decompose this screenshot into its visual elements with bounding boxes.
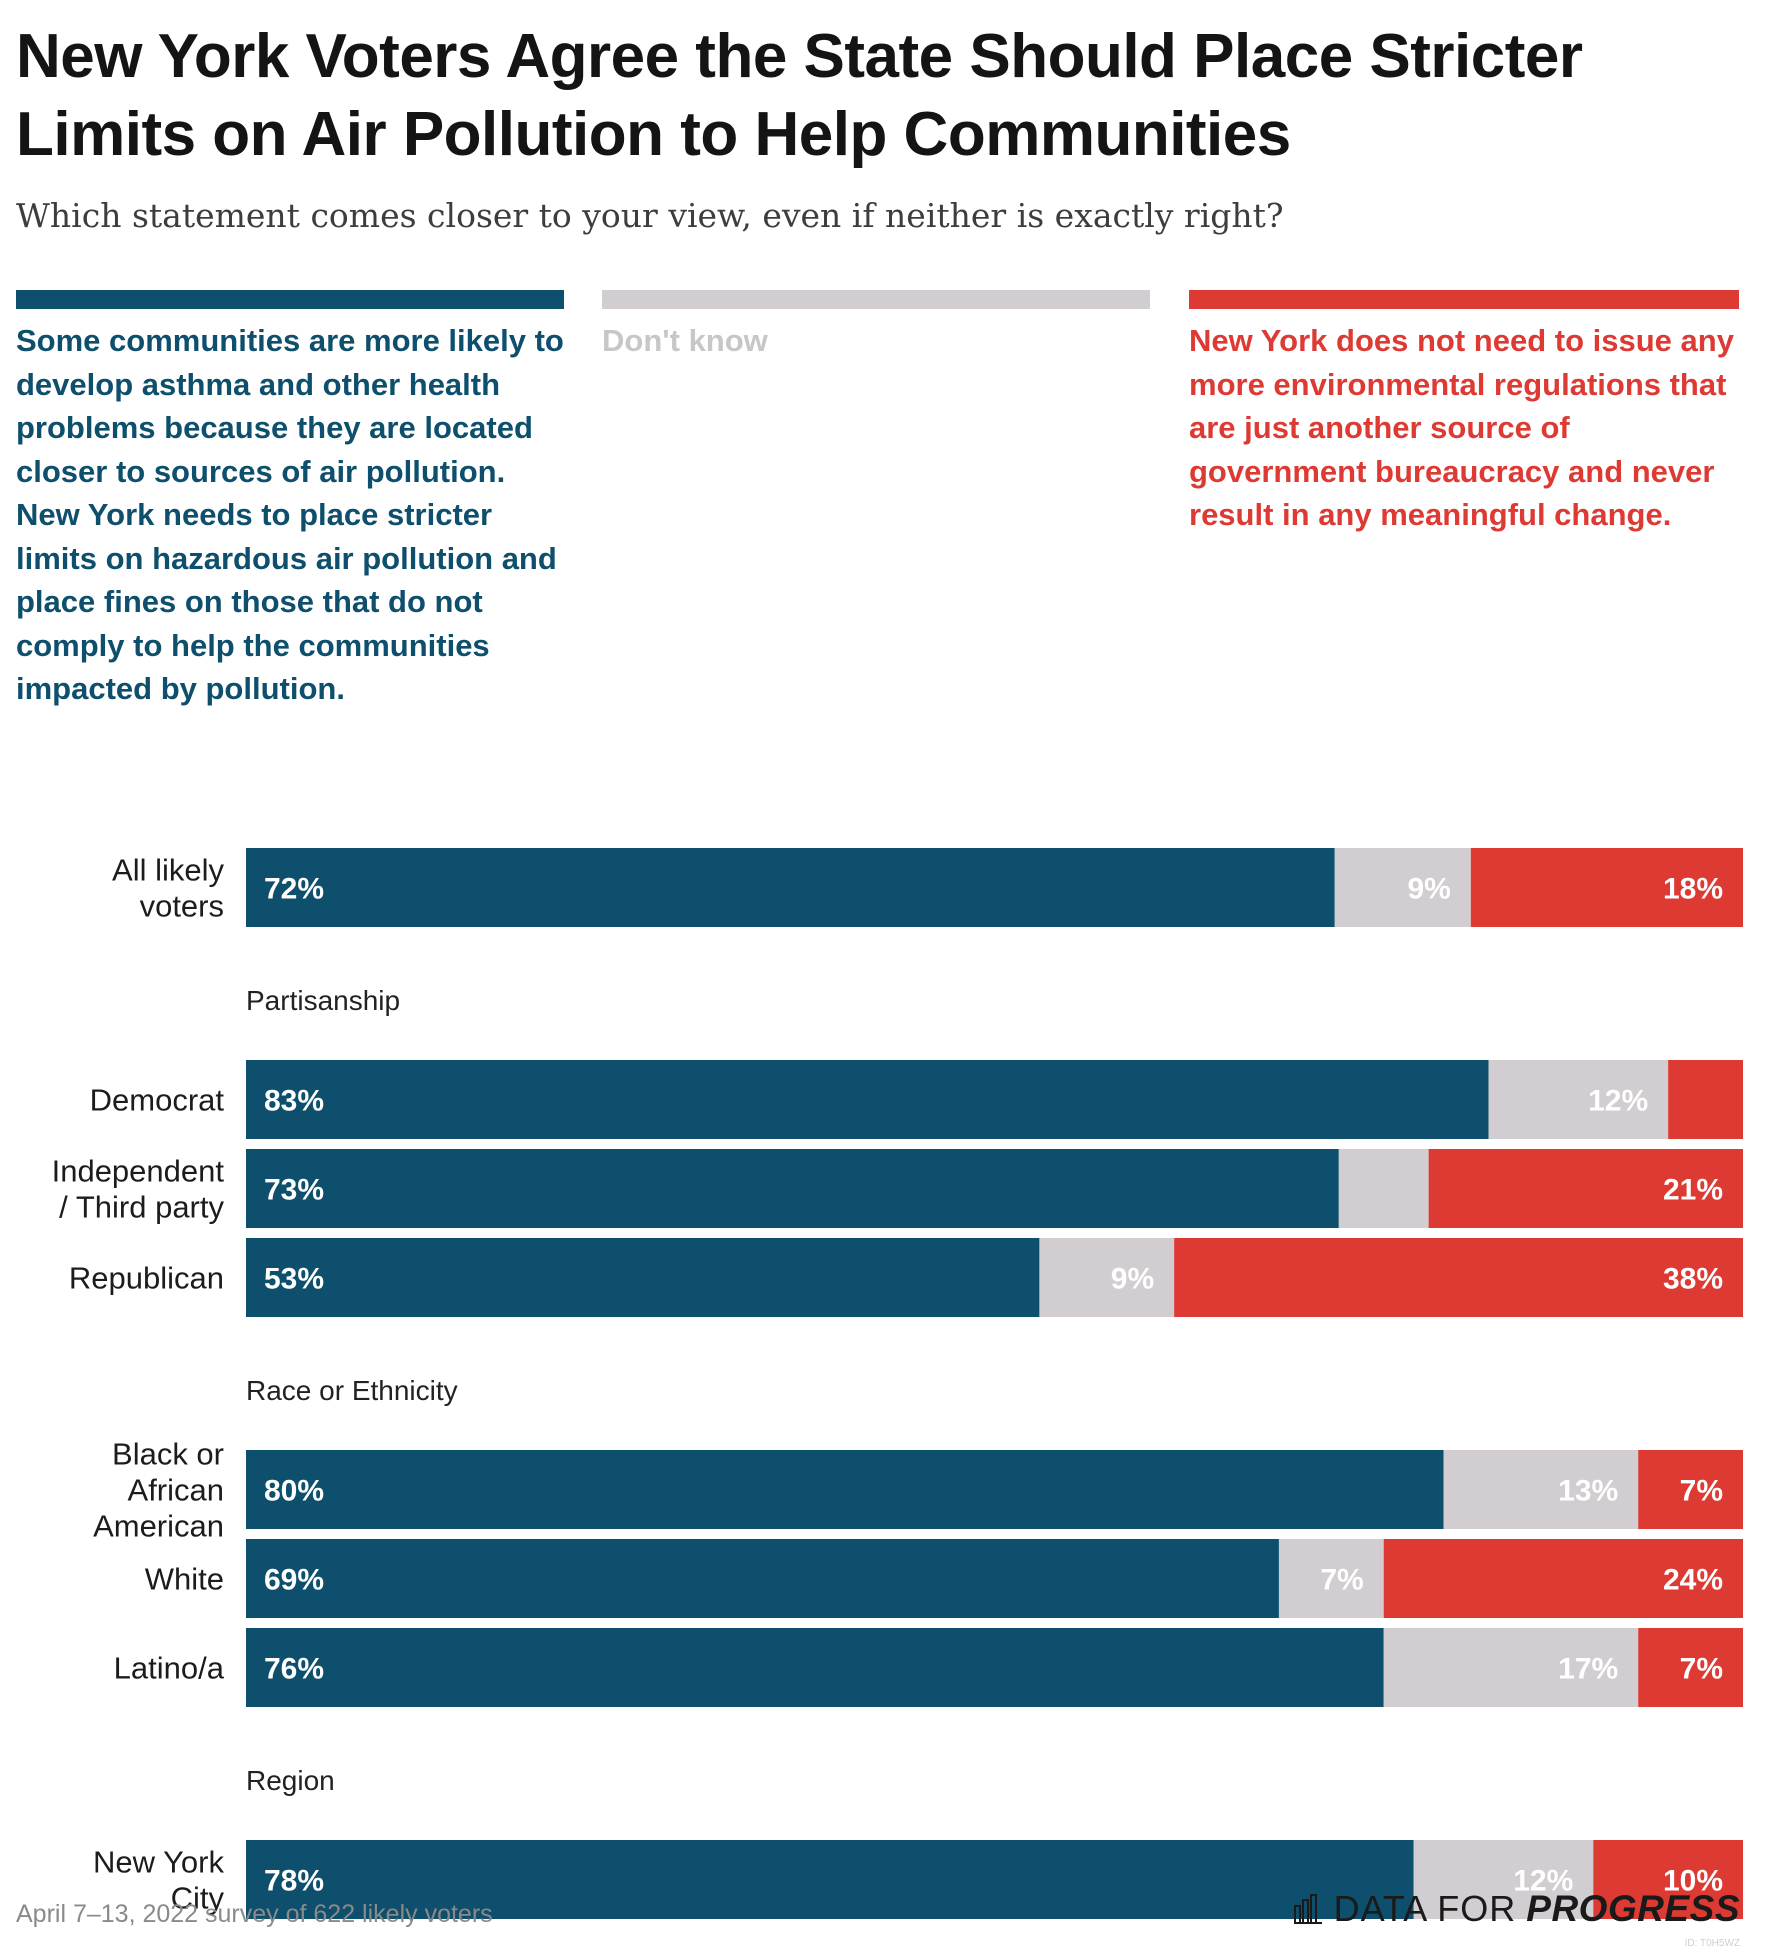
legend-oppose-swatch [1189, 290, 1739, 309]
bar-segment-dont-know [1443, 1450, 1639, 1529]
data-label: 69% [264, 1564, 324, 1597]
bar-segment-oppose [1174, 1238, 1743, 1317]
group-label: Partisanship [246, 985, 400, 1016]
bar-segment-dont-know [1413, 1840, 1594, 1919]
chart-title: New York Voters Agree the State Should P… [16, 22, 1583, 169]
row-label: White [145, 1562, 224, 1597]
bar-segment-support [246, 1060, 1489, 1139]
row-label: Democrat [90, 1083, 225, 1118]
bar-segment-oppose [1470, 848, 1743, 927]
bar-segment-dont-know [1383, 1628, 1639, 1707]
bar-segment-support [246, 1149, 1339, 1228]
data-label: 76% [264, 1653, 324, 1686]
bar-chart-icon [1293, 1894, 1324, 1924]
bar-segment-oppose [1638, 1450, 1743, 1529]
bar-segment-dont-know [1039, 1238, 1175, 1317]
bar-segment-dont-know [1488, 1060, 1669, 1139]
legend-dont-know-label: Don't know [602, 323, 768, 358]
bar-segment-oppose [1428, 1149, 1743, 1228]
row-label: African [128, 1473, 224, 1508]
data-label: 21% [1663, 1174, 1723, 1207]
data-label: 18% [1663, 873, 1723, 906]
data-label: 73% [264, 1174, 324, 1207]
row-label: All likely [112, 853, 224, 888]
legend-support: Some communities are more likely to deve… [16, 290, 564, 711]
x-tick-label: 50% [967, 1955, 1021, 1958]
data-label: 78% [264, 1865, 324, 1898]
legend-oppose: New York does not need to issue any more… [1189, 290, 1739, 537]
brand-word-progress: PROGRESS [1526, 1888, 1740, 1929]
chart-id: ID: T0H5WZ [1684, 1938, 1740, 1949]
data-label: 38% [1663, 1263, 1723, 1296]
row-label: City [171, 1881, 225, 1916]
bar-segment-oppose [1383, 1539, 1743, 1618]
data-label: 12% [1513, 1865, 1573, 1898]
data-label: 24% [1663, 1564, 1723, 1597]
bar-segment-support [246, 1628, 1384, 1707]
footnote: April 7–13, 2022 survey of 622 likely vo… [16, 1900, 493, 1928]
x-tick-label: 25% [593, 1955, 647, 1958]
row-label: New York [93, 1845, 224, 1880]
row-label: / Third party [59, 1190, 224, 1225]
legend-oppose-label: New York does not need to issue any more… [1189, 323, 1734, 532]
row-label: Black or [112, 1437, 224, 1472]
data-label: 7% [1680, 1653, 1723, 1686]
legend-support-swatch [16, 290, 564, 309]
bar-segment-dont-know [1334, 848, 1471, 927]
row-label: American [93, 1509, 224, 1544]
bar-segment-dont-know [1338, 1149, 1429, 1228]
bar-segment-support [246, 1539, 1279, 1618]
bar-segment-support [246, 848, 1335, 927]
row-label: Latino/a [114, 1651, 225, 1686]
data-label: 7% [1320, 1564, 1363, 1597]
data-label: 80% [264, 1475, 324, 1508]
data-label: 83% [264, 1085, 324, 1118]
bar-segment-support [246, 1840, 1414, 1919]
group-label: Region [246, 1765, 335, 1796]
bar-segment-oppose [1668, 1060, 1743, 1139]
data-label: 72% [264, 873, 324, 906]
data-label: 10% [1663, 1865, 1723, 1898]
legend-support-label: Some communities are more likely to deve… [16, 323, 564, 706]
data-label: 9% [1407, 873, 1450, 906]
data-label: 13% [1558, 1475, 1618, 1508]
data-label: 53% [264, 1263, 324, 1296]
bar-segment-support [246, 1450, 1444, 1529]
data-label: 12% [1588, 1085, 1648, 1118]
data-label: 17% [1558, 1653, 1618, 1686]
bar-segment-support [246, 1238, 1040, 1317]
chart-subtitle: Which statement comes closer to your vie… [16, 196, 1284, 235]
row-label: voters [140, 889, 224, 924]
bar-segment-dont-know [1278, 1539, 1384, 1618]
row-label: Republican [69, 1261, 224, 1296]
brand-word-data-for: DATA FOR [1333, 1888, 1517, 1929]
bar-segment-oppose [1638, 1628, 1743, 1707]
legend-dont-know-swatch [602, 290, 1150, 309]
data-label: 7% [1680, 1475, 1723, 1508]
x-tick-label: 100% [1712, 1955, 1781, 1958]
legend-dont-know: Don't know [602, 290, 1150, 363]
x-tick-label: 0% [236, 1955, 275, 1958]
bar-segment-oppose [1593, 1840, 1743, 1919]
brand-logo: DATA FOR PROGRESS [1293, 1888, 1740, 1930]
x-tick-label: 75% [1342, 1955, 1396, 1958]
data-label: 9% [1111, 1263, 1154, 1296]
group-label: Race or Ethnicity [246, 1375, 458, 1406]
row-label: Independent [52, 1154, 225, 1189]
